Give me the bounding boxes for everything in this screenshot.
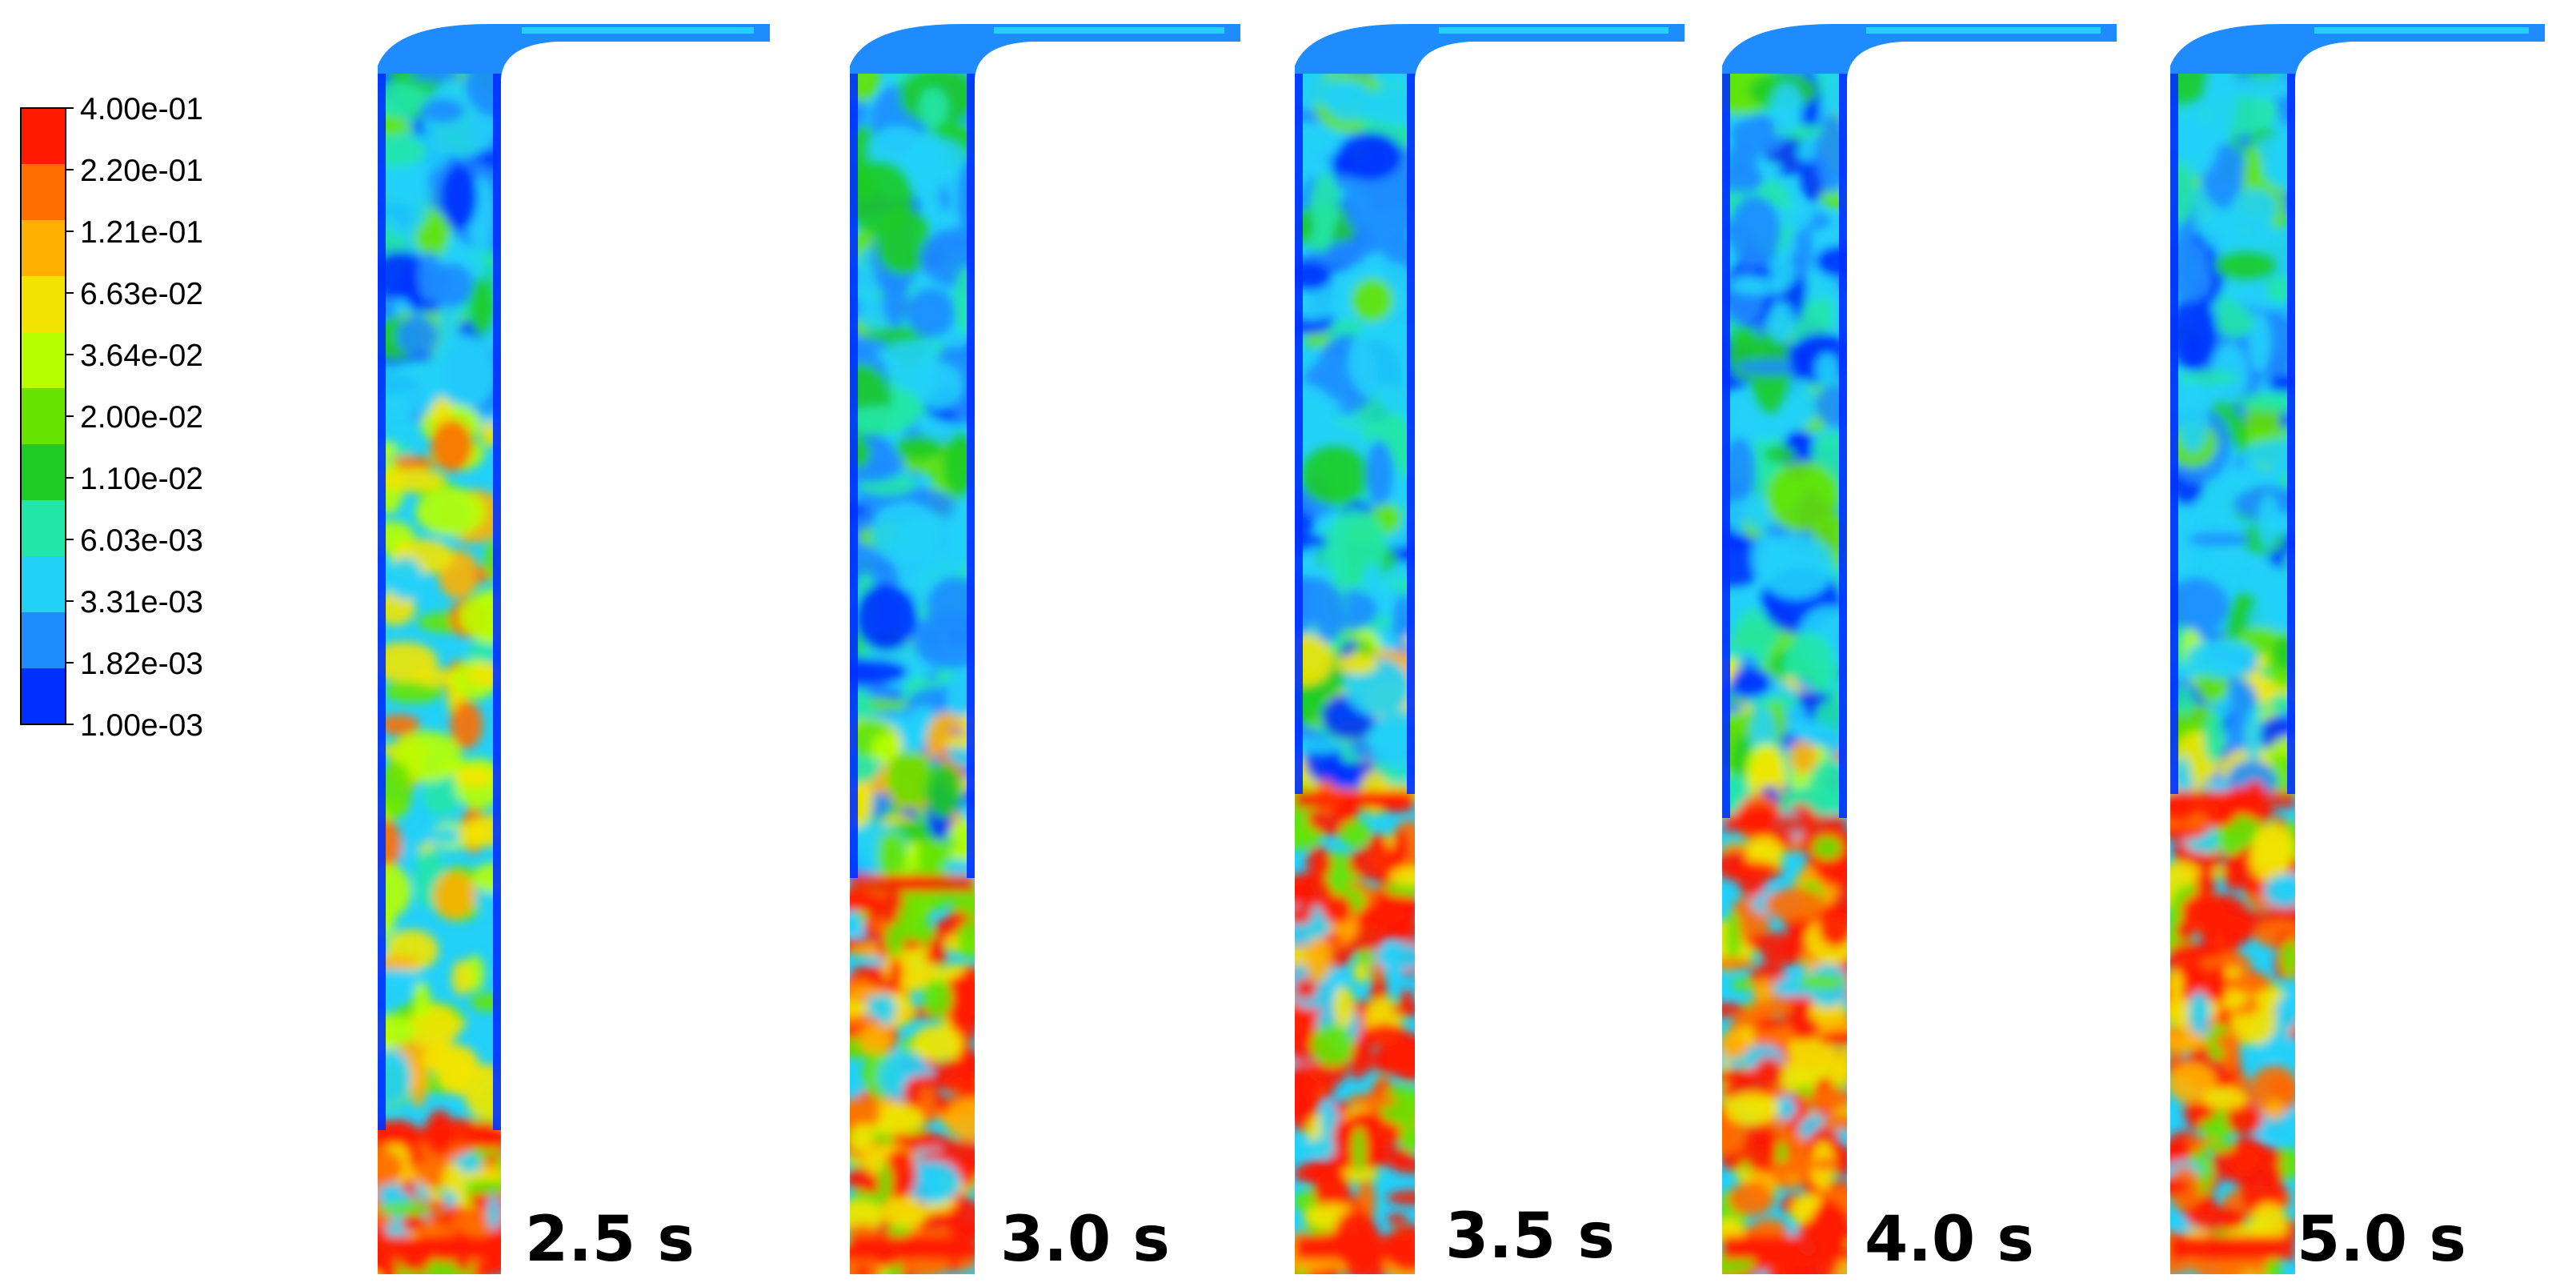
- colorbar-band: [21, 276, 66, 333]
- colorbar-tick-label: 1.00e-03: [80, 708, 203, 743]
- colorbar-band: [21, 612, 66, 669]
- left-wall-layer: [2170, 74, 2178, 794]
- time-label-5: 5.0 s: [2297, 1204, 2466, 1276]
- colorbar-band: [21, 444, 66, 501]
- outlet-duct: [850, 24, 1240, 82]
- colorbar-tick-label: 3.64e-02: [80, 339, 203, 373]
- riser-column: [1295, 24, 1685, 1274]
- riser-column: [850, 24, 1240, 1274]
- colorbar-tick-label: 1.10e-02: [80, 462, 203, 496]
- outlet-duct: [1295, 24, 1685, 82]
- left-wall-layer: [378, 74, 386, 1130]
- colorbar-band: [21, 388, 66, 445]
- colorbar-tick-label: 2.00e-02: [80, 400, 203, 435]
- outlet-duct-core: [994, 27, 1224, 34]
- riser-column: [1722, 24, 2117, 1274]
- riser-column: [378, 24, 770, 1274]
- outlet-duct-core: [1866, 27, 2101, 34]
- colorbar-band: [21, 108, 66, 165]
- colorbar-band: [21, 668, 66, 725]
- right-wall-layer: [1407, 74, 1415, 794]
- outlet-duct-core: [522, 27, 754, 34]
- colorbar-tick-label: 3.31e-03: [80, 585, 203, 619]
- outlet-duct: [2170, 24, 2545, 82]
- riser-columns: [378, 24, 2545, 1274]
- outlet-duct-core: [1439, 27, 1669, 34]
- outlet-duct: [378, 24, 770, 82]
- colorbar-tick-label: 2.20e-01: [80, 154, 203, 188]
- right-wall-layer: [2287, 74, 2295, 794]
- time-label-4: 4.0 s: [1865, 1204, 2034, 1276]
- time-label-1: 2.5 s: [525, 1204, 695, 1276]
- colorbar-tick-label: 1.21e-01: [80, 215, 203, 250]
- colorbar-band: [21, 164, 66, 221]
- colorbar-tick-label: 1.82e-03: [80, 647, 203, 681]
- colorbar-band: [21, 332, 66, 389]
- time-label-2: 3.0 s: [1000, 1204, 1170, 1276]
- colorbar-tick-label: 6.63e-02: [80, 277, 203, 311]
- colorbar-band: [21, 556, 66, 613]
- outlet-duct: [1722, 24, 2117, 82]
- left-wall-layer: [1722, 74, 1730, 818]
- right-wall-layer: [493, 74, 501, 1130]
- colorbar-tick-label: 4.00e-01: [80, 92, 203, 126]
- colorbar-legend: 4.00e-01 2.20e-01 1.21e-01 6.63e-02 3.64e-02…: [20, 92, 203, 743]
- right-wall-layer: [1839, 74, 1847, 818]
- riser-column: [2170, 24, 2545, 1274]
- colorbar-band: [21, 220, 66, 277]
- time-label-3: 3.5 s: [1445, 1201, 1615, 1273]
- colorbar-tick-label: 6.03e-03: [80, 523, 203, 558]
- left-wall-layer: [850, 74, 858, 878]
- colorbar-band: [21, 500, 66, 557]
- outlet-duct-core: [2314, 27, 2529, 34]
- left-wall-layer: [1295, 74, 1303, 794]
- right-wall-layer: [967, 74, 975, 878]
